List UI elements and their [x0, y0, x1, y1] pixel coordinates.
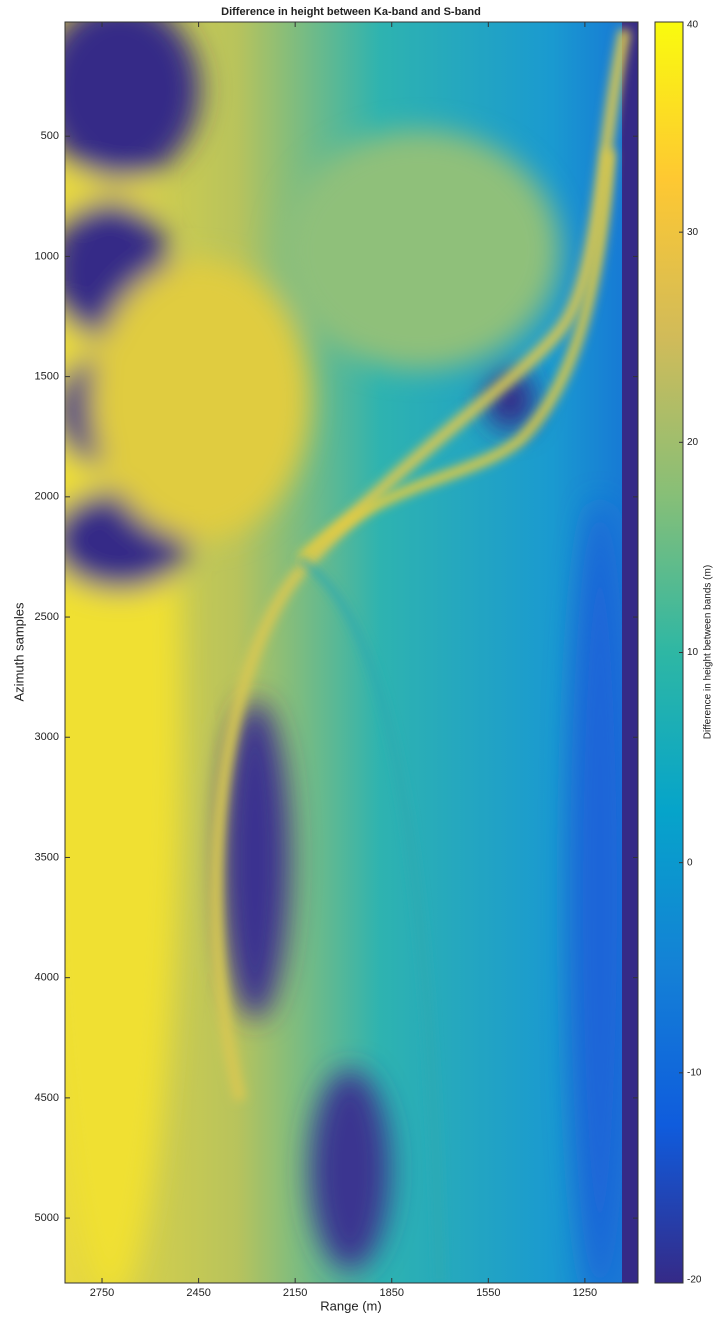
x-tick-label: 1250 — [573, 1287, 597, 1299]
y-tick-label: 1500 — [35, 371, 59, 383]
x-tick-label: 1850 — [379, 1287, 403, 1299]
colorbar-tick-label: 0 — [687, 857, 693, 868]
colorbar-tick-label: 30 — [687, 227, 699, 238]
colorbar-tick-label: 10 — [687, 647, 699, 658]
y-tick-label: 2000 — [35, 491, 59, 503]
y-axis-label: Azimuth samples — [11, 602, 26, 701]
y-tick-label: 3000 — [35, 731, 59, 743]
x-tick-label: 1550 — [476, 1287, 500, 1299]
chart-title: Difference in height between Ka-band and… — [221, 6, 481, 18]
colorbar-tick-label: -10 — [687, 1067, 702, 1078]
x-tick-label: 2150 — [283, 1287, 307, 1299]
colorbar-tick-label: 20 — [687, 437, 699, 448]
colorbar-tick-label: -20 — [687, 1275, 702, 1286]
y-tick-label: 500 — [41, 130, 59, 142]
colorbar — [654, 21, 684, 1284]
heatmap-image — [65, 22, 638, 1283]
x-tick-label: 2450 — [186, 1287, 210, 1299]
colorbar-tick-label: 40 — [687, 20, 699, 31]
colorbar-label: Difference in height between bands (m) — [703, 565, 714, 739]
y-tick-label: 3500 — [35, 851, 59, 863]
x-axis-label: Range (m) — [320, 1298, 381, 1313]
y-tick-label: 2500 — [35, 611, 59, 623]
y-tick-label: 4500 — [35, 1092, 59, 1104]
y-tick-label: 1000 — [35, 250, 59, 262]
y-tick-label: 4000 — [35, 972, 59, 984]
plot-frame — [64, 21, 639, 1284]
y-tick-label: 5000 — [35, 1212, 59, 1224]
x-tick-label: 2750 — [90, 1287, 114, 1299]
